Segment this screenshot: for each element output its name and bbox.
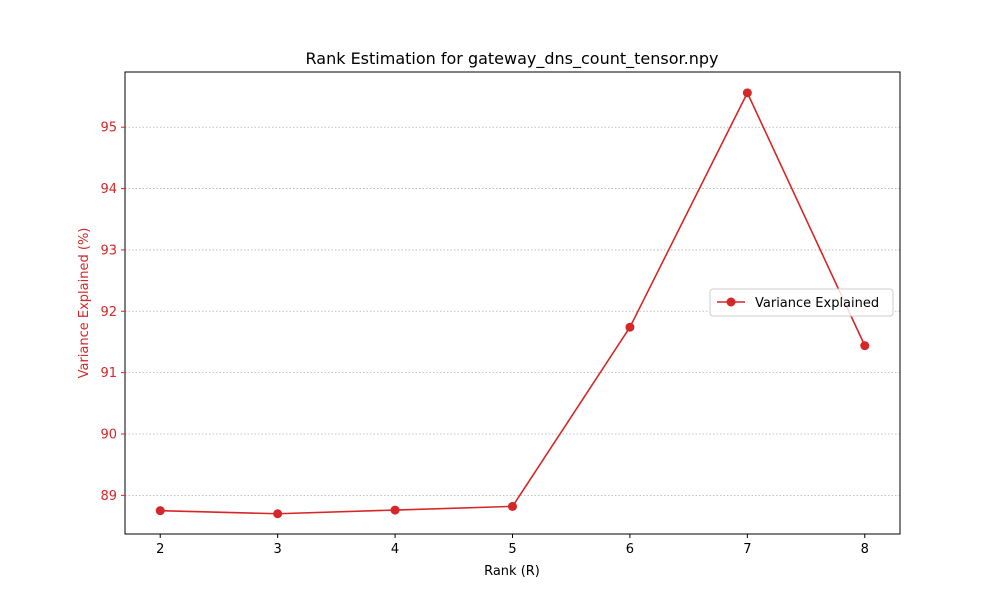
x-tick-label: 7 bbox=[743, 542, 751, 557]
series-layer bbox=[155, 88, 870, 519]
x-tick-label: 4 bbox=[391, 542, 399, 557]
x-tick-label: 2 bbox=[156, 542, 164, 557]
y-tick-label: 92 bbox=[100, 305, 117, 320]
legend-series-label: Variance Explained bbox=[755, 296, 879, 311]
data-point bbox=[155, 506, 165, 516]
x-tick-label: 5 bbox=[508, 542, 516, 557]
legend-box bbox=[709, 288, 894, 317]
data-point bbox=[742, 88, 752, 98]
legend-marker-swatch bbox=[726, 297, 736, 307]
y-axis-label: Variance Explained (%) bbox=[77, 228, 92, 379]
data-point bbox=[273, 509, 283, 519]
y-tick-label: 90 bbox=[100, 427, 117, 442]
data-point bbox=[508, 501, 517, 511]
x-axis-ticks: 2 3 4 5 6 7 8 bbox=[156, 534, 869, 557]
x-tick-label: 3 bbox=[274, 542, 282, 557]
chart-title: Rank Estimation for gateway_dns_count_te… bbox=[306, 49, 719, 69]
y-tick-label: 95 bbox=[100, 121, 117, 136]
y-axis-ticks: 89 90 91 92 93 94 95 bbox=[100, 121, 125, 504]
data-point bbox=[390, 505, 400, 515]
data-point bbox=[625, 322, 635, 332]
y-tick-label: 94 bbox=[100, 182, 117, 197]
data-point bbox=[860, 341, 870, 351]
y-tick-label: 89 bbox=[100, 489, 117, 504]
x-tick-label: 8 bbox=[861, 542, 869, 557]
legend: Variance Explained bbox=[709, 288, 894, 317]
x-axis-label: Rank (R) bbox=[484, 564, 540, 579]
y-tick-label: 91 bbox=[100, 366, 117, 381]
y-tick-label: 93 bbox=[100, 243, 117, 258]
x-tick-label: 6 bbox=[626, 542, 634, 557]
